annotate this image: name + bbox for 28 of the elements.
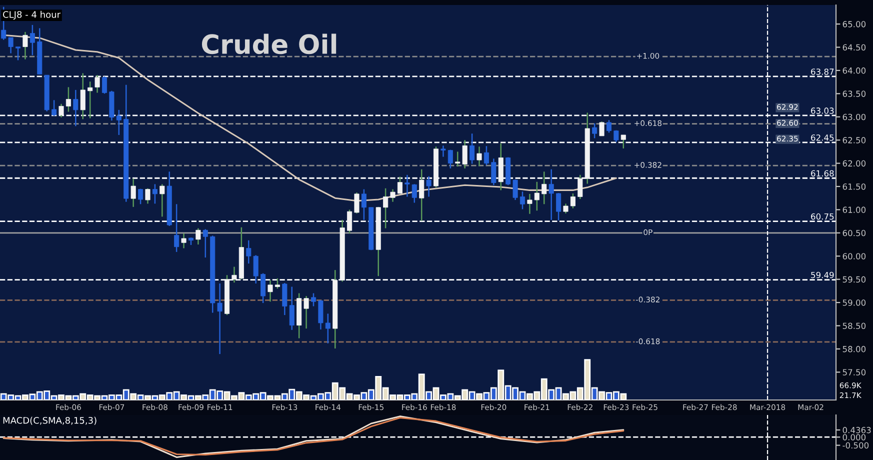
- y-tick-label: 65.00: [842, 21, 866, 28]
- ref-line-label: 63.87: [811, 68, 834, 75]
- ref-line-label: 63.03: [811, 108, 834, 114]
- text: Crude Oil: [202, 34, 336, 54]
- y-tick-label: 64.50: [842, 44, 866, 51]
- y-tick-label: 57.50: [842, 369, 866, 376]
- y-tick-label: 59.00: [842, 300, 866, 306]
- y-tick-label: 58.00: [842, 346, 866, 352]
- y-tick-label: 62.00: [842, 160, 866, 167]
- ref-line-label: 59.49: [811, 272, 834, 278]
- y-tick-label: 61.00: [842, 206, 866, 213]
- y-tick-label: 0.4363: [842, 426, 871, 434]
- ref-line-label: 60.75: [811, 213, 834, 220]
- y-tick-label: 60.50: [842, 230, 866, 236]
- ref-line-label: 62.45: [811, 134, 834, 141]
- y-tick-label: 60.00: [842, 253, 866, 260]
- ref-line-label: 61.68: [811, 170, 834, 177]
- y-tick-label: -0.500: [842, 442, 869, 449]
- y-tick-label: 61.50: [842, 183, 866, 190]
- y-tick-label: 62.50: [842, 137, 866, 144]
- y-tick-label: 0.000: [842, 434, 866, 440]
- y-tick-label: 64.00: [842, 67, 866, 74]
- text: CLJ8 - 4 hour: [3, 10, 61, 20]
- chart-title: MACD(C,SMA,8,15,3): [3, 416, 96, 425]
- y-tick-label: 63.00: [842, 114, 866, 120]
- y-tick-label: 63.50: [842, 90, 866, 97]
- y-tick-label: 59.50: [842, 276, 866, 283]
- y-tick-label: 58.50: [842, 322, 866, 330]
